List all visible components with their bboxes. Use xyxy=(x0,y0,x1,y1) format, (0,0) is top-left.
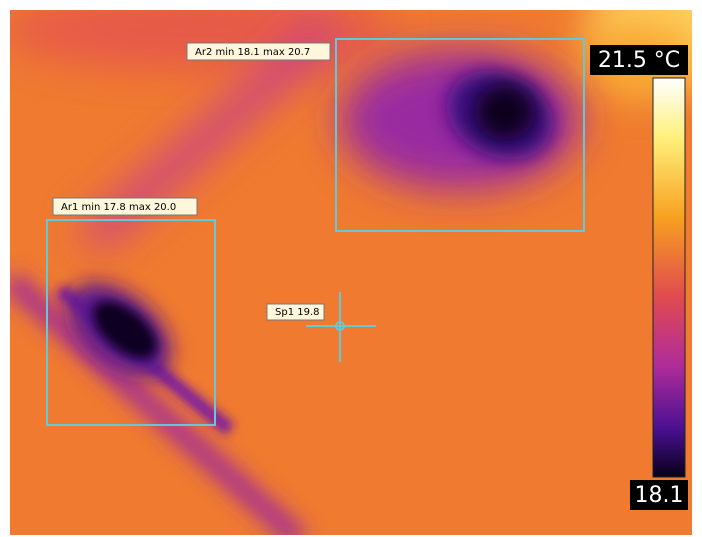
thermal-view: Ar2 min 18.1 max 20.7 Ar1 min 17.8 max 2… xyxy=(0,0,702,537)
color-scale xyxy=(653,78,685,477)
area-label: Ar1 min 17.8 max 20.0 xyxy=(61,202,176,213)
scale-max: 21.5 °C xyxy=(598,48,680,73)
spot-label: Sp1 19.8 xyxy=(275,307,320,318)
thermal-image xyxy=(0,0,702,537)
area-label: Ar2 min 18.1 max 20.7 xyxy=(195,47,310,58)
scale-min: 18.1 xyxy=(635,483,684,508)
